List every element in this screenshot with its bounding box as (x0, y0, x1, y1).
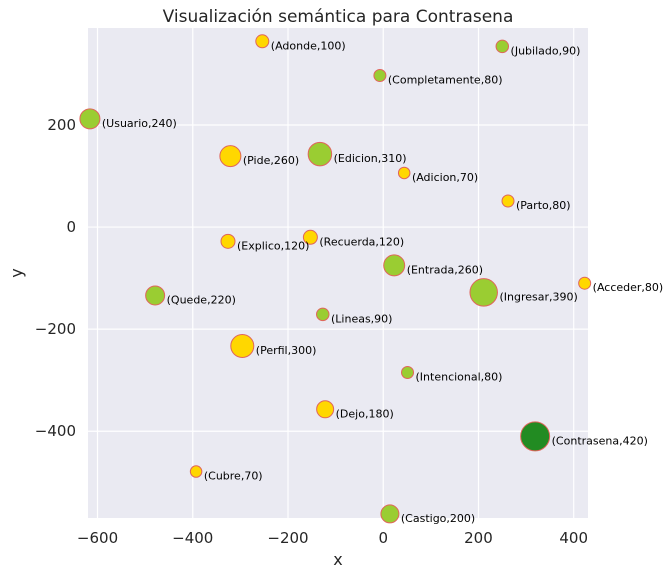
data-label: (Perfil,300) (256, 344, 317, 357)
data-label: (Recuerda,120) (319, 235, 404, 248)
data-label: (Dejo,180) (336, 407, 394, 420)
data-point (380, 504, 400, 524)
x-tick-label: −400 (172, 529, 213, 547)
x-tick-label: −600 (77, 529, 118, 547)
data-point (316, 400, 335, 419)
data-point (495, 39, 510, 54)
y-tick-labels: −400 −200 0 200 (35, 116, 76, 440)
data-point (373, 68, 387, 82)
data-point (501, 194, 515, 208)
data-point (520, 421, 551, 452)
data-label: (Pide,260) (243, 154, 299, 167)
data-label: (Entrada,260) (407, 263, 483, 276)
data-point (255, 34, 270, 49)
x-tick-labels: −600 −400 −200 0 200 400 (77, 529, 588, 547)
data-point (302, 229, 318, 245)
data-label: (Acceder,80) (593, 281, 664, 294)
data-label: (Jubilado,90) (511, 44, 581, 57)
data-point (230, 333, 255, 358)
chart-title: Visualización semántica para Contrasena (163, 7, 514, 27)
x-axis-label: x (333, 550, 342, 569)
data-point (401, 366, 415, 380)
data-label: (Ingresar,390) (499, 290, 577, 303)
x-tick-label: 400 (559, 529, 588, 547)
plot-area (88, 28, 588, 518)
data-points (79, 34, 592, 524)
data-point (316, 307, 330, 322)
y-tick-label: −400 (35, 422, 76, 440)
data-label: (Lineas,90) (331, 312, 392, 325)
grid (88, 28, 588, 518)
x-tick-label: 0 (378, 529, 388, 547)
data-point (469, 278, 498, 307)
data-label: (Completamente,80) (388, 73, 503, 86)
data-label: (Usuario,240) (102, 117, 177, 130)
data-label: (Quede,220) (167, 293, 236, 306)
data-point (219, 145, 242, 168)
data-point (383, 254, 406, 277)
data-point (145, 285, 166, 306)
data-point (397, 166, 411, 180)
y-tick-label: 200 (47, 116, 76, 134)
data-label: (Explico,120) (237, 239, 309, 252)
data-label: (Intencional,80) (416, 371, 503, 384)
data-point (307, 141, 333, 167)
data-point (79, 108, 101, 130)
y-axis-label: y (7, 268, 26, 277)
y-tick-label: −200 (35, 320, 76, 338)
data-labels: (Adonde,100) (Jubilado,90) (Completamente,… (102, 39, 663, 525)
data-label: (Adonde,100) (271, 39, 346, 52)
data-label: (Parto,80) (516, 199, 571, 212)
data-label: (Castigo,200) (401, 512, 475, 525)
data-point (220, 233, 236, 249)
data-label: (Adicion,70) (412, 171, 478, 184)
data-label: (Edicion,310) (334, 152, 407, 165)
data-point (578, 276, 592, 290)
x-tick-label: 200 (464, 529, 493, 547)
x-tick-label: −200 (267, 529, 308, 547)
y-tick-label: 0 (66, 218, 76, 236)
data-label: (Contrasena,420) (552, 434, 648, 447)
data-label: (Cubre,70) (204, 470, 263, 483)
data-point (189, 465, 203, 478)
